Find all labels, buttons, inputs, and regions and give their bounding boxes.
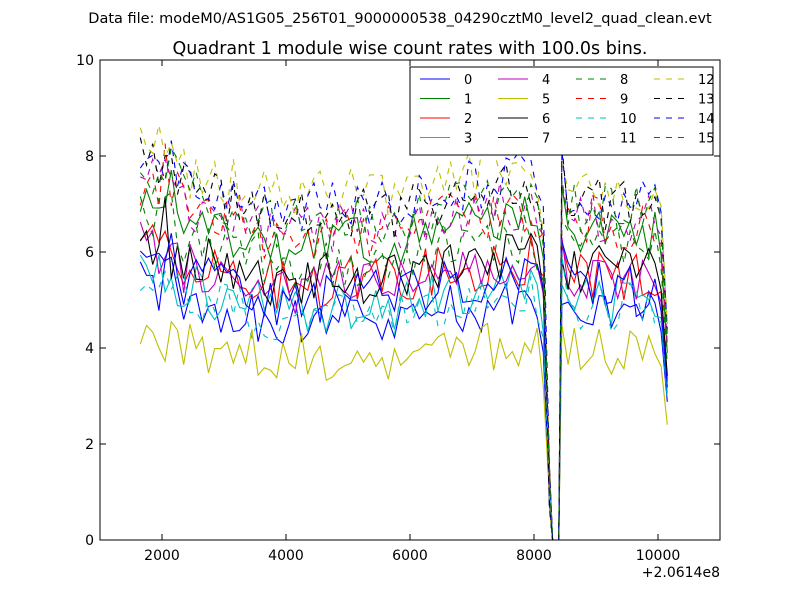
legend-label-11: 11 [620, 132, 637, 147]
legend-label-3: 3 [464, 132, 472, 147]
y-tick-label-5: 10 [76, 53, 94, 69]
legend-label-1: 1 [464, 93, 472, 108]
y-tick-label-4: 8 [85, 149, 94, 165]
legend-label-15: 15 [698, 132, 715, 147]
figure-suptitle: Data file: modeM0/AS1G05_256T01_90000005… [88, 11, 712, 27]
x-tick-label-0: 2000 [144, 548, 180, 564]
y-tick-label-1: 2 [85, 437, 94, 453]
series-line-6 [139, 196, 668, 541]
legend-label-10: 10 [620, 112, 637, 127]
series-line-12 [139, 124, 668, 541]
y-tick-label-0: 0 [85, 533, 94, 549]
series-line-0 [139, 256, 668, 541]
legend-box [409, 66, 714, 156]
series-line-8 [139, 191, 668, 541]
series-line-9 [139, 143, 668, 541]
legend-label-2: 2 [464, 112, 472, 127]
series-line-3 [139, 254, 668, 541]
series-line-7 [139, 233, 668, 541]
series-line-11 [140, 157, 668, 541]
series-line-14 [139, 140, 668, 541]
x-tick-label-4: 10000 [636, 548, 681, 564]
x-axis: 2000 4000 6000 8000 10000 [144, 60, 680, 564]
chart-title: Quadrant 1 module wise count rates with … [173, 39, 648, 59]
legend-label-8: 8 [620, 73, 628, 88]
legend-label-6: 6 [542, 112, 550, 127]
series-line-2 [139, 223, 668, 541]
legend-label-14: 14 [698, 112, 715, 127]
legend-label-9: 9 [620, 93, 628, 108]
series-line-10 [139, 255, 668, 541]
series-line-5 [139, 320, 668, 541]
x-tick-label-2: 6000 [392, 548, 428, 564]
legend-label-7: 7 [542, 132, 550, 147]
y-tick-label-3: 6 [85, 245, 94, 261]
legend-label-13: 13 [698, 93, 715, 108]
legend-label-4: 4 [542, 73, 550, 88]
series-line-1 [139, 169, 668, 541]
series-layer [139, 124, 668, 541]
series-line-4 [139, 221, 668, 541]
legend-label-5: 5 [542, 93, 550, 108]
legend-label-0: 0 [464, 73, 472, 88]
y-tick-label-2: 4 [85, 341, 94, 357]
series-line-15 [139, 146, 668, 541]
x-tick-label-3: 8000 [516, 548, 552, 564]
x-offset-label: +2.0614e8 [642, 565, 720, 581]
x-tick-label-1: 4000 [268, 548, 304, 564]
legend-label-12: 12 [698, 73, 715, 88]
